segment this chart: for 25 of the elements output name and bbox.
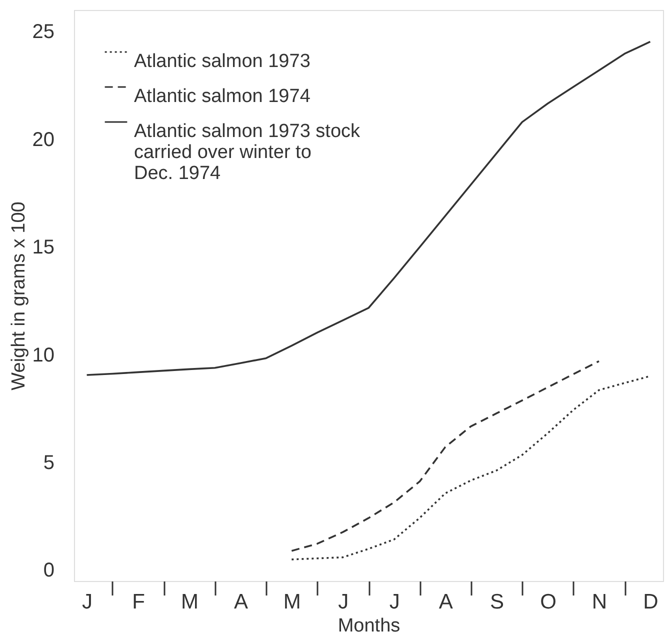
x-tick-label: F — [132, 590, 145, 614]
line-series — [290, 360, 600, 552]
y-tick-label: 0 — [43, 560, 54, 582]
y-tick-label: 15 — [32, 236, 54, 259]
legend-label: Atlantic salmon 1973 — [134, 51, 310, 72]
x-tick-label: J — [82, 590, 93, 614]
x-tick-label: A — [234, 590, 248, 614]
x-tick-label: A — [438, 590, 453, 614]
x-tick-label: M — [283, 590, 301, 614]
line-series — [86, 40, 652, 376]
x-axis-title: Months — [338, 616, 400, 636]
x-tick-label: J — [389, 590, 400, 614]
y-tick-label: 5 — [43, 452, 54, 474]
y-axis-title: Weight in grams x 100 — [8, 202, 30, 390]
x-tick-label: S — [490, 590, 504, 614]
legend-label: Atlantic salmon 1974 — [134, 86, 311, 107]
x-tick-label: O — [540, 590, 556, 614]
y-tick-label: 10 — [32, 344, 54, 366]
x-tick-label: N — [592, 590, 608, 614]
x-tick-label: M — [180, 590, 198, 614]
legend-label: Atlantic salmon 1973 stock carried over winter to Dec. 1974 — [134, 121, 361, 184]
x-tick-label: D — [643, 590, 658, 614]
x-tick-label: J — [338, 590, 349, 614]
y-tick-label: 20 — [32, 128, 54, 151]
y-tick-label: 25 — [32, 21, 54, 44]
